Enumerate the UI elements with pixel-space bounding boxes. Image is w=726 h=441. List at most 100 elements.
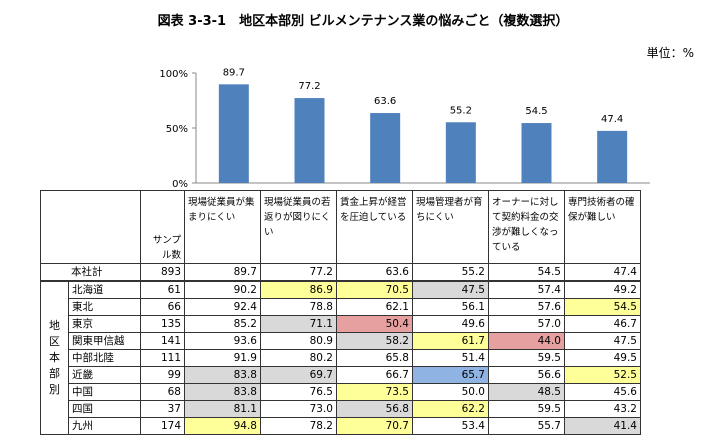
column-header: 賃金上昇が経営を圧迫している	[336, 190, 413, 264]
bar-value-label: 63.6	[374, 96, 396, 107]
value-cell: 50.0	[412, 383, 489, 401]
sample-size-cell: 37	[140, 400, 185, 418]
bar-value-label: 47.4	[601, 114, 623, 125]
value-cell: 49.2	[564, 280, 641, 299]
value-cell: 55.2	[412, 263, 489, 282]
value-cell: 65.7	[412, 366, 489, 384]
bar	[218, 84, 249, 183]
table-row: 中部北陸 111 91.9 80.2 65.8 51.4 59.5 49.5	[41, 349, 641, 367]
value-cell: 94.8	[184, 417, 261, 435]
column-header: 現場管理者が育ちにくい	[412, 190, 489, 264]
value-cell: 41.4	[564, 417, 641, 435]
row-label: 東北	[68, 298, 141, 316]
row-label: 北海道	[68, 280, 141, 299]
sample-size-cell: 61	[140, 280, 185, 299]
value-cell: 65.8	[336, 349, 413, 367]
table-row: 地区本部別北海道 61 90.2 86.9 70.5 47.5 57.4 49.2	[40, 280, 641, 435]
value-cell: 59.5	[488, 349, 565, 367]
column-header: 現場従業員の若返りが図りにくい	[260, 190, 337, 264]
value-cell: 48.5	[488, 383, 565, 401]
bar-value-label: 89.7	[223, 67, 245, 78]
value-cell: 54.5	[488, 263, 565, 282]
group-label-char: 部	[49, 367, 60, 380]
value-cell: 57.0	[488, 315, 565, 333]
value-cell: 55.7	[488, 417, 565, 435]
value-cell: 92.4	[184, 298, 261, 316]
bar-chart: 0% 50% 100% 89.7 77.2 63.6 55.2 54.5 47.4	[159, 67, 650, 190]
row-label: 関東甲信越	[68, 332, 141, 350]
value-cell: 49.6	[412, 315, 489, 333]
value-cell: 62.2	[412, 400, 489, 418]
value-cell: 51.4	[412, 349, 489, 367]
sample-size-cell: 68	[140, 383, 185, 401]
table-row: 中国 68 83.8 76.5 73.5 50.0 48.5 45.6	[41, 383, 641, 401]
value-cell: 46.7	[564, 315, 641, 333]
bar-value-label: 54.5	[525, 106, 547, 117]
sample-size-cell: 135	[140, 315, 185, 333]
value-cell: 57.4	[488, 280, 565, 299]
value-cell: 44.0	[488, 332, 565, 350]
value-cell: 47.5	[564, 332, 641, 350]
value-cell: 70.7	[336, 417, 413, 435]
chart-title: 図表 3-3-1 地区本部別 ビルメンテナンス業の悩みごと（複数選択）	[157, 14, 569, 29]
row-label: 九州	[68, 417, 141, 435]
table-row: 関東甲信越 141 93.6 80.9 58.2 61.7 44.0 47.5	[41, 332, 641, 350]
sample-size-cell: 893	[140, 263, 185, 282]
value-cell: 91.9	[184, 349, 261, 367]
value-cell: 93.6	[184, 332, 261, 350]
bar	[445, 122, 476, 183]
value-cell: 83.8	[184, 366, 261, 384]
table-row: 東北 66 92.4 78.8 62.1 56.1 57.6 54.5	[41, 298, 641, 316]
value-cell: 49.5	[564, 349, 641, 367]
group-label-char: 区	[49, 335, 60, 348]
value-cell: 58.2	[336, 332, 413, 350]
value-cell: 52.5	[564, 366, 641, 384]
bar	[521, 123, 552, 183]
row-label: 東京	[68, 315, 141, 333]
value-cell: 56.6	[488, 366, 565, 384]
value-cell: 43.2	[564, 400, 641, 418]
value-cell: 76.5	[260, 383, 337, 401]
group-label-char: 地	[49, 319, 60, 332]
value-cell: 71.1	[260, 315, 337, 333]
value-cell: 62.1	[336, 298, 413, 316]
value-cell: 47.5	[412, 280, 489, 299]
value-cell: 54.5	[564, 298, 641, 316]
y-tick-label: 50%	[166, 124, 188, 135]
column-header: 専門技術者の確保が難しい	[564, 190, 641, 264]
row-label: 四国	[68, 400, 141, 418]
row-label: 本社計	[40, 263, 141, 282]
table-row: 近畿 99 83.8 69.7 66.7 65.7 56.6 52.5	[41, 366, 641, 384]
value-cell: 63.6	[336, 263, 413, 282]
table-row: 東京 135 85.2 71.1 50.4 49.6 57.0 46.7	[41, 315, 641, 333]
value-cell: 70.5	[336, 280, 413, 299]
bar-value-label: 77.2	[298, 81, 320, 92]
table-row: 四国 37 81.1 73.0 56.8 62.2 59.5 43.2	[41, 400, 641, 418]
value-cell: 47.4	[564, 263, 641, 282]
bar	[597, 130, 628, 183]
value-cell: 50.4	[336, 315, 413, 333]
value-cell: 73.0	[260, 400, 337, 418]
value-cell: 45.6	[564, 383, 641, 401]
group-label-char: 本	[49, 351, 60, 364]
sample-size-cell: 174	[140, 417, 185, 435]
sample-size-header: サンプル数	[140, 190, 185, 264]
value-cell: 78.8	[260, 298, 337, 316]
value-cell: 73.5	[336, 383, 413, 401]
table-row: 九州 174 94.8 78.2 70.7 53.4 55.7 41.4	[41, 417, 641, 435]
y-tick-label: 0%	[172, 179, 188, 190]
row-label: 中国	[68, 383, 141, 401]
value-cell: 56.1	[412, 298, 489, 316]
sample-size-cell: 111	[140, 349, 185, 367]
value-cell: 56.8	[336, 400, 413, 418]
group-label-char: 別	[49, 383, 60, 396]
table-row-total: 本社計 893 89.7 77.2 63.6 55.2 54.5 47.4	[40, 263, 641, 282]
value-cell: 53.4	[412, 417, 489, 435]
column-header: 現場従業員が集まりにくい	[184, 190, 261, 264]
unit-label: 単位：%	[646, 46, 694, 60]
column-header: オーナーに対して契約料金の交渉が難しくなっている	[488, 190, 565, 264]
value-cell: 85.2	[184, 315, 261, 333]
sample-size-cell: 141	[140, 332, 185, 350]
value-cell: 83.8	[184, 383, 261, 401]
bar-value-label: 55.2	[450, 105, 472, 116]
